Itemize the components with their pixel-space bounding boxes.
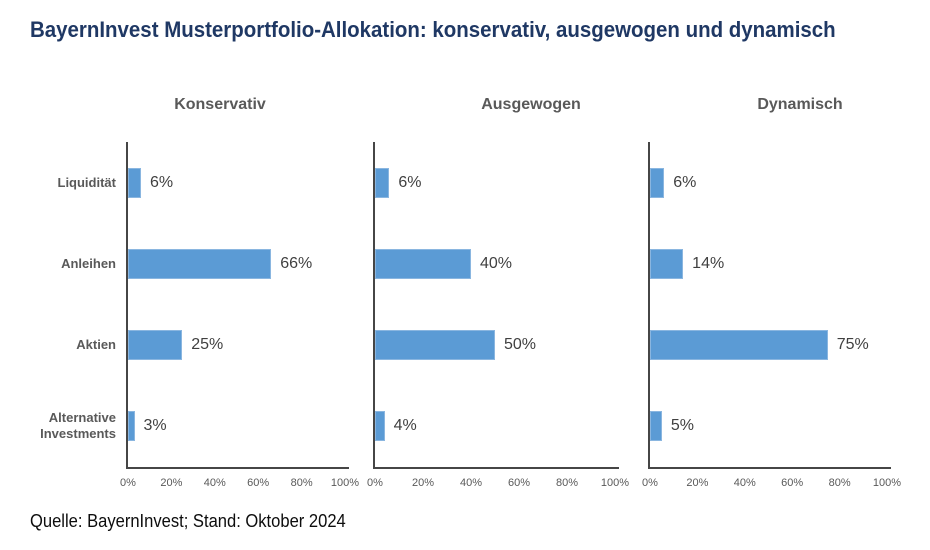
x-tick-label: 20%	[160, 477, 183, 489]
x-axis-line	[648, 467, 891, 469]
chart-title: Ausgewogen	[481, 96, 581, 113]
x-tick-label: 100%	[330, 477, 360, 489]
x-tick-label: 80%	[290, 477, 313, 489]
y-axis-line	[126, 142, 128, 467]
value-label: 5%	[670, 417, 694, 435]
category-label: Liquidität	[57, 174, 117, 190]
category-label: Alternative Investments	[40, 410, 116, 442]
source-note: Quelle: BayernInvest; Stand: Oktober 202…	[30, 511, 346, 531]
value-label: 6%	[398, 173, 422, 191]
x-tick-label: 0%	[367, 477, 383, 489]
x-tick-label: 80%	[555, 477, 579, 489]
value-label: 14%	[692, 254, 725, 272]
x-tick-label: 0%	[642, 477, 658, 489]
bar-konservativ-3	[128, 330, 183, 361]
x-tick-label: 20%	[411, 477, 435, 489]
bar-dynamisch-1	[650, 167, 665, 198]
x-tick-label: 60%	[247, 477, 270, 489]
chart-title: Konservativ	[174, 96, 266, 113]
value-label: 3%	[143, 417, 167, 435]
y-axis-line	[648, 142, 650, 467]
bar-ausgewogen-4	[375, 411, 385, 442]
x-tick-label: 100%	[600, 477, 630, 489]
bar-konservativ-2	[128, 248, 272, 279]
chart-title: Dynamisch	[757, 96, 843, 113]
x-tick-label: 20%	[686, 477, 709, 489]
category-label: Aktien	[76, 337, 116, 352]
value-label: 75%	[836, 336, 869, 354]
x-axis-line	[373, 467, 619, 469]
x-tick-label: 80%	[828, 477, 851, 489]
bar-konservativ-1	[128, 167, 142, 198]
value-label: 6%	[150, 173, 174, 191]
x-tick-label: 0%	[120, 477, 136, 489]
x-axis-line	[126, 467, 349, 469]
x-tick-label: 60%	[781, 477, 804, 489]
bar-konservativ-4	[128, 411, 135, 442]
y-axis-line	[373, 142, 375, 467]
value-label: 6%	[673, 173, 697, 191]
x-tick-label: 60%	[507, 477, 531, 489]
x-tick-label: 40%	[203, 477, 226, 489]
page-title: BayernInvest Musterportfolio-Allokation:…	[30, 17, 836, 42]
x-tick-label: 40%	[733, 477, 756, 489]
bar-dynamisch-3	[650, 330, 828, 361]
bar-ausgewogen-1	[375, 167, 390, 198]
value-label: 40%	[480, 254, 513, 272]
category-label: Anleihen	[61, 255, 116, 271]
bar-dynamisch-2	[650, 248, 684, 279]
x-tick-label: 40%	[459, 477, 483, 489]
bar-ausgewogen-3	[375, 330, 495, 361]
value-label: 66%	[280, 254, 313, 272]
bar-dynamisch-4	[650, 411, 662, 442]
value-label: 25%	[191, 336, 224, 354]
value-label: 4%	[393, 417, 417, 435]
value-label: 50%	[504, 336, 537, 354]
bar-ausgewogen-2	[375, 248, 471, 279]
x-tick-label: 100%	[872, 477, 902, 489]
